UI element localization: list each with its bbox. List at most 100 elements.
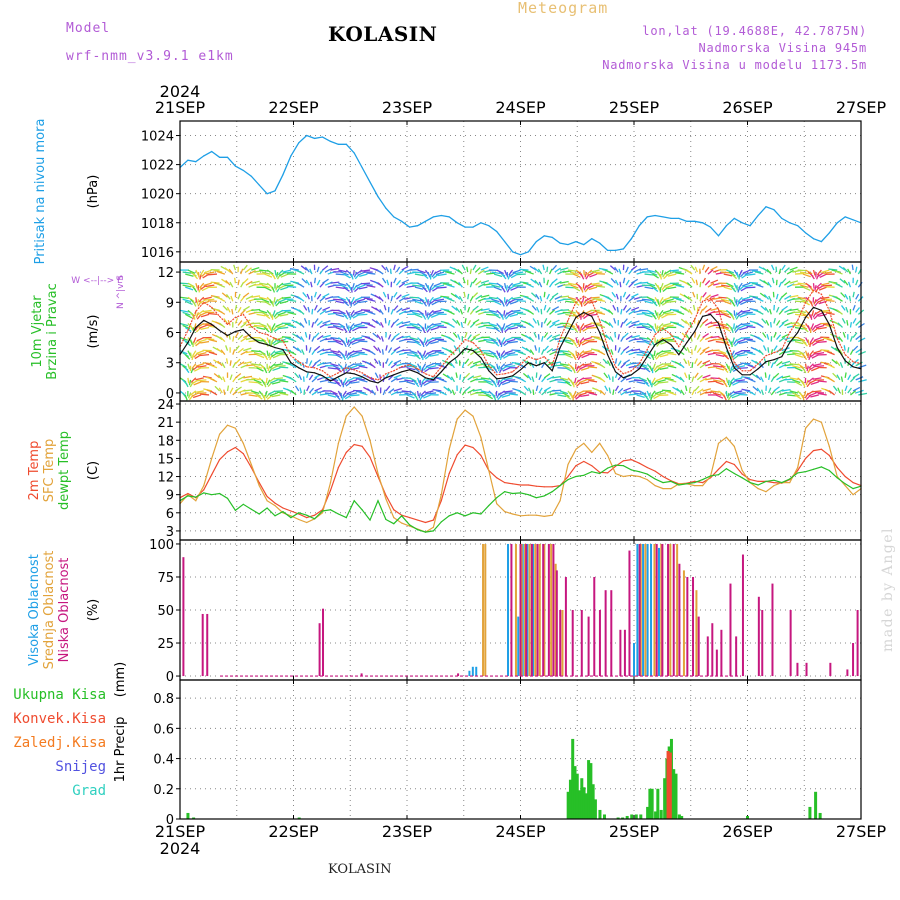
wind-barb [580, 367, 590, 371]
wind-barb [452, 318, 458, 324]
wind-barb [676, 323, 685, 329]
wind-barb [710, 377, 720, 380]
wind-barb [266, 350, 269, 357]
data-point [749, 374, 751, 376]
data-point [551, 514, 553, 516]
data-point [551, 491, 553, 493]
wind-barb [184, 313, 193, 319]
wind-barb [187, 269, 196, 274]
wind-barb [678, 362, 685, 369]
wind-barb [557, 394, 567, 398]
wind-barb [273, 326, 281, 333]
wind-barb [271, 273, 276, 280]
wind-barb [430, 313, 439, 318]
wind-barb [483, 297, 493, 300]
wind-barb [667, 365, 677, 369]
wind-barb [527, 309, 535, 315]
wind-barb [852, 291, 855, 298]
wind-barb [343, 273, 351, 279]
wind-barb [690, 264, 696, 271]
wind-barb [794, 340, 804, 345]
wind-barb [182, 284, 192, 288]
wind-barb [316, 334, 324, 341]
wind-barb [194, 354, 202, 360]
wind-barb [683, 358, 688, 365]
wind-barb [472, 333, 481, 339]
wind-barb [422, 300, 428, 307]
data-point [702, 481, 704, 484]
data-point [741, 469, 743, 472]
wind-barb [527, 374, 532, 381]
wind-barb [702, 346, 710, 352]
bar [746, 815, 749, 819]
wind-barb [728, 390, 735, 396]
wind-barb [786, 283, 795, 288]
wind-barb [430, 326, 439, 331]
bar [677, 814, 681, 819]
data-point [567, 475, 569, 478]
wind-barb [610, 349, 614, 355]
data-point [511, 251, 514, 253]
wind-barb [767, 347, 770, 353]
wind-barb [814, 285, 817, 291]
wind-barb [335, 381, 342, 387]
wind-barb [730, 392, 738, 398]
wind-barb [404, 392, 413, 396]
wind-barb [387, 293, 390, 300]
wind-barb [612, 389, 615, 396]
wind-barb [639, 377, 647, 382]
wind-barb [781, 305, 788, 311]
wind-barb [572, 286, 581, 292]
data-point [607, 249, 609, 251]
wind-barb [381, 349, 384, 355]
wind-barb [649, 365, 653, 372]
wind-barb [448, 336, 455, 343]
wind-barb [376, 269, 384, 275]
wind-barb [438, 352, 447, 356]
data-point [369, 456, 371, 458]
wind-barb [377, 347, 382, 353]
wind-barb [778, 281, 783, 288]
wind-barb [200, 313, 210, 318]
wind-barb [811, 367, 820, 372]
data-point [599, 242, 601, 244]
wind-barb [501, 365, 508, 371]
data-point [519, 515, 522, 517]
wind-barb [269, 354, 273, 361]
data-point [472, 415, 474, 417]
wind-barb [586, 269, 593, 276]
bar [634, 814, 638, 819]
wind-barb [573, 273, 581, 278]
wind-barb [597, 350, 606, 356]
wind-barb [502, 323, 506, 329]
bar [676, 543, 679, 677]
wind-barb [493, 394, 497, 401]
wind-barb [496, 363, 499, 370]
wind-barb [633, 379, 643, 382]
data-point [741, 370, 743, 372]
wind-barb [428, 338, 437, 344]
data-point [614, 249, 617, 251]
data-point [472, 446, 474, 449]
wind-barb [393, 359, 402, 365]
data-point [662, 475, 664, 478]
data-point [282, 507, 284, 509]
wind-barb [213, 373, 220, 379]
data-point [409, 524, 411, 526]
wind-barb [818, 286, 827, 291]
wind-barb [552, 361, 561, 365]
wind-barb [424, 282, 429, 289]
wind-barb [506, 338, 516, 343]
data-point [345, 415, 347, 417]
data-point [575, 316, 577, 318]
wind-barb [580, 301, 583, 307]
wind-barb [607, 309, 614, 315]
wind-barb [274, 377, 284, 380]
wind-barb [343, 377, 347, 384]
wind-barb [197, 365, 207, 368]
data-point [266, 500, 268, 502]
wind-barb [412, 311, 421, 316]
wind-barb [243, 361, 252, 365]
wind-barb [337, 390, 342, 397]
